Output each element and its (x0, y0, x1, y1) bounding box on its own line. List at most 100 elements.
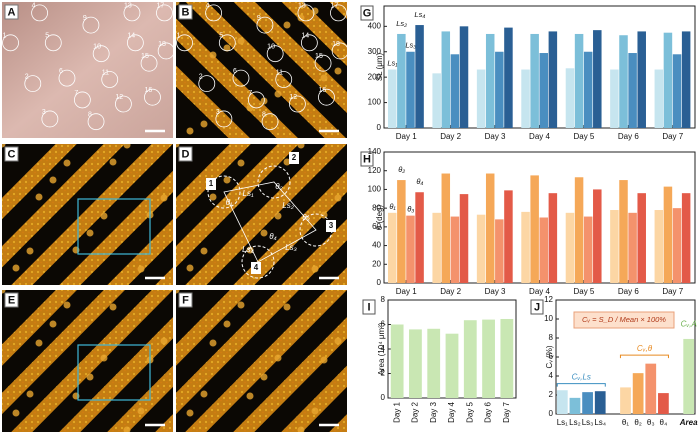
stripe-texture (281, 2, 347, 67)
spot (334, 194, 342, 202)
annotation: 4 (254, 263, 259, 272)
marker-label: 3 (42, 109, 46, 116)
marker-circle (218, 34, 236, 52)
bar (432, 73, 441, 128)
spot (260, 373, 268, 381)
panel-label-box (360, 151, 374, 167)
bar (445, 333, 459, 398)
panel-label: E (8, 294, 15, 306)
spot (186, 127, 194, 135)
spot (246, 104, 254, 112)
annotation: θ₂ (275, 182, 282, 191)
marker-label: 13 (298, 3, 306, 10)
y-tick-label: 2 (381, 369, 386, 378)
stripe-texture (2, 144, 77, 220)
marker-label: 16 (144, 87, 152, 94)
y-tick-label: 0 (377, 278, 382, 287)
bar (427, 328, 441, 398)
bar (654, 210, 664, 283)
y-tick-label: 4 (549, 371, 554, 380)
y-tick-label: 8 (381, 295, 386, 304)
spot (283, 21, 291, 29)
bar (663, 186, 673, 283)
spot (274, 212, 282, 220)
bar (450, 54, 460, 128)
marker-circle (314, 54, 332, 72)
stripe-texture (233, 317, 347, 432)
panel-label: D (182, 148, 190, 160)
x-tick-label: θ₄ (660, 418, 668, 427)
panel-label: B (182, 6, 190, 18)
y-tick-label: 2 (549, 390, 554, 399)
x-tick-label: Day 7 (502, 401, 511, 422)
marker-label: 8 (262, 112, 266, 119)
y-tick-label: 100 (368, 98, 382, 107)
bar (628, 53, 637, 129)
spot (49, 176, 57, 184)
bar (406, 51, 415, 128)
bar (463, 320, 477, 398)
x-tick-label: Day 2 (411, 401, 420, 422)
y-tick-label: 6 (549, 352, 554, 361)
series-label: θ₄ (416, 177, 423, 186)
annotation: 1 (209, 179, 214, 188)
bar (482, 319, 495, 398)
spot (186, 264, 194, 272)
bar (628, 212, 637, 283)
spot (200, 120, 208, 128)
bar (582, 392, 593, 414)
stripe-texture (176, 65, 250, 138)
panel-label-box (4, 4, 19, 20)
panel-label: G (363, 7, 372, 19)
panel-label: C (8, 148, 16, 160)
spot (109, 303, 117, 311)
number-box (289, 152, 299, 164)
y-tick-label: 60 (372, 222, 381, 231)
spot (246, 392, 254, 400)
series-label: θ₁ (389, 202, 396, 211)
bar (663, 32, 673, 128)
y-tick-label: 6 (381, 320, 386, 329)
spot (12, 409, 20, 417)
spot (297, 14, 305, 22)
marker-label: 3 (216, 109, 220, 116)
bar (397, 33, 406, 129)
stripe-texture (185, 290, 347, 432)
marker-circle (318, 88, 335, 106)
marker-label: 18 (332, 41, 340, 48)
panel-label-box (360, 5, 374, 21)
spot (209, 193, 217, 201)
bar (610, 69, 619, 128)
y-tick-label: 4 (381, 344, 386, 353)
spot (100, 212, 108, 220)
annotation: Ls₂ (282, 201, 294, 210)
bar (565, 68, 575, 128)
x-tick-label: Day 7 (662, 287, 683, 296)
series-label: θ₃ (407, 205, 414, 214)
bar (619, 35, 628, 128)
marker-circle (92, 45, 110, 63)
y-tick-label: 80 (372, 203, 381, 212)
x-tick-label: Day 2 (440, 132, 461, 141)
stripe-texture (176, 144, 299, 268)
marker-label: 8 (88, 112, 92, 119)
group-label: Cᵥ,A (681, 320, 697, 329)
stripe-texture (11, 144, 173, 285)
spot (260, 229, 268, 237)
spot (26, 247, 34, 255)
bar (485, 33, 495, 129)
y-tick-label: 40 (372, 241, 381, 250)
bar (672, 208, 682, 283)
bar (620, 387, 631, 414)
panel-label-box (530, 299, 544, 315)
dashed-circle (241, 245, 275, 279)
bar (387, 69, 397, 128)
spot (137, 265, 145, 273)
marker-label: 17 (330, 3, 338, 10)
bar (565, 212, 575, 283)
bar (583, 51, 593, 128)
group-label: Cᵥ,θ (637, 344, 653, 353)
x-tick-label: Day 6 (484, 401, 493, 422)
marker-label: 6 (59, 68, 63, 75)
